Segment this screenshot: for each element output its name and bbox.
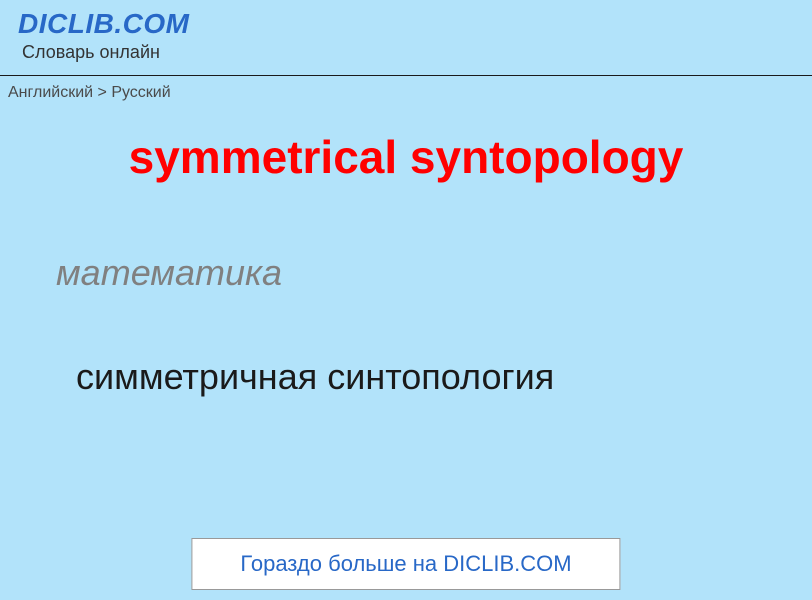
more-info-button[interactable]: Гораздо больше на DICLIB.COM <box>191 538 620 590</box>
site-header: DICLIB.COM Словарь онлайн <box>0 0 812 67</box>
breadcrumb[interactable]: Английский > Русский <box>0 76 812 102</box>
term-heading: symmetrical syntopology <box>0 130 812 184</box>
site-tagline: Словарь онлайн <box>22 42 802 63</box>
site-name[interactable]: DICLIB.COM <box>18 8 802 40</box>
category-label: математика <box>56 252 812 294</box>
translation-text: симметричная синтопология <box>76 356 812 398</box>
